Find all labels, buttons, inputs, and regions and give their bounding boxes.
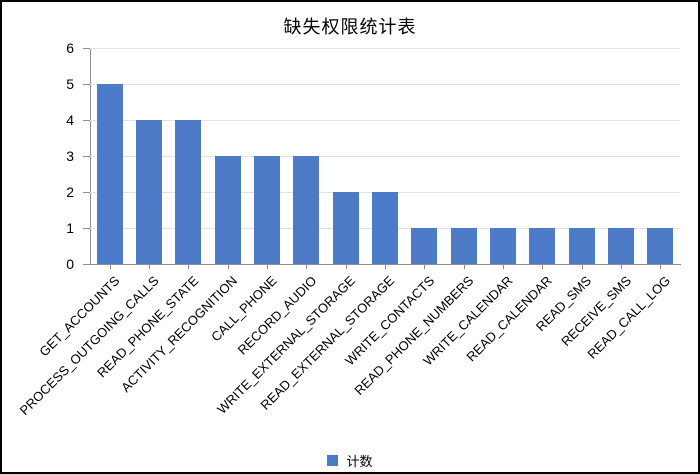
- bar: [529, 228, 556, 264]
- bar: [450, 228, 477, 264]
- bar: [136, 120, 162, 264]
- x-axis-tick: [542, 264, 544, 269]
- gridline: [90, 156, 680, 157]
- bar: [254, 156, 280, 264]
- y-axis-label: 2: [66, 184, 74, 200]
- y-axis-tick: [83, 156, 90, 157]
- legend: 计数: [2, 451, 698, 470]
- bar: [608, 228, 634, 264]
- y-axis-tick: [83, 192, 90, 193]
- x-axis-tick: [188, 264, 190, 269]
- bar: [490, 228, 516, 264]
- y-axis-label: 4: [66, 112, 74, 128]
- bar: [411, 228, 438, 264]
- bar: [332, 192, 359, 264]
- legend-label: 计数: [346, 454, 373, 469]
- chart-title: 缺失权限统计表: [283, 17, 417, 37]
- gridline: [90, 84, 680, 85]
- legend-swatch: [327, 455, 339, 466]
- y-axis-label: 0: [66, 256, 74, 272]
- gridline: [90, 120, 680, 121]
- y-axis-label: 3: [66, 148, 74, 164]
- x-axis-tick: [267, 264, 268, 269]
- y-axis-tick: [83, 264, 90, 265]
- y-axis-tick: [83, 228, 90, 229]
- y-axis-tick: [83, 120, 90, 121]
- x-axis-tick: [149, 264, 150, 269]
- bar: [214, 156, 241, 264]
- y-axis-label: 1: [66, 220, 74, 236]
- bar: [293, 156, 320, 264]
- x-axis-tick: [621, 264, 622, 269]
- y-axis-tick: [83, 84, 90, 85]
- bar: [647, 228, 674, 264]
- bar: [175, 120, 202, 264]
- y-axis-label: 6: [66, 40, 74, 56]
- x-axis-tick: [503, 264, 504, 269]
- x-axis-tick: [463, 264, 465, 269]
- x-axis-tick: [385, 264, 386, 269]
- x-axis-tick: [345, 264, 347, 269]
- x-axis-tick: [109, 264, 111, 269]
- x-axis-tick: [424, 264, 426, 269]
- bar: [568, 228, 595, 264]
- x-axis-tick: [227, 264, 229, 269]
- bar: [372, 192, 398, 264]
- gridline: [90, 48, 680, 49]
- x-axis-label-text: RECEIVE_SMS: [557, 273, 634, 350]
- x-axis-tick: [306, 264, 308, 269]
- y-axis-tick: [83, 48, 90, 49]
- bar: [96, 84, 123, 264]
- x-axis-tick: [660, 264, 662, 269]
- y-axis-label: 5: [66, 76, 74, 92]
- x-axis-tick: [581, 264, 583, 269]
